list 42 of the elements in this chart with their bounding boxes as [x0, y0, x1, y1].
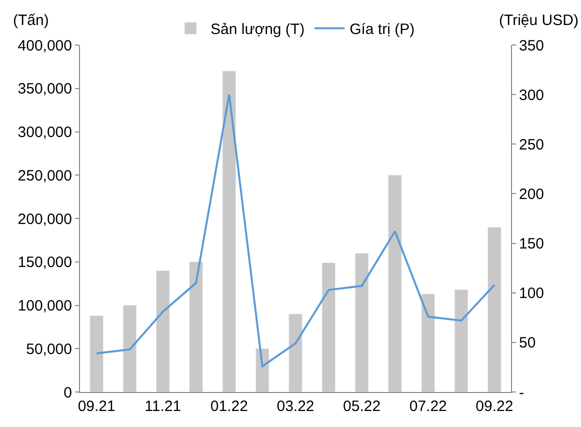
y-tick-label: 200,000 — [18, 210, 72, 228]
x-tick-label: 07.22 — [409, 398, 447, 415]
bar — [156, 270, 170, 392]
x-tick-label: 05.22 — [343, 398, 381, 415]
y2-tick-label: 300 — [519, 86, 544, 104]
y-tick-label: 300,000 — [18, 124, 72, 141]
y-tick-label: 250,000 — [18, 167, 72, 184]
bar — [288, 314, 302, 392]
y2-tick-label: 250 — [519, 136, 544, 154]
bar — [122, 305, 137, 392]
line-series — [96, 94, 496, 368]
bar — [222, 70, 236, 392]
bar — [255, 348, 270, 392]
y2-tick-label: - — [519, 384, 524, 402]
x-tick-label: 09.21 — [78, 398, 116, 415]
y2-axis-title: (Triệu USD) — [499, 12, 578, 29]
y2-tick-label: 100 — [519, 285, 544, 302]
bar — [388, 174, 402, 392]
y2-tick-label: 150 — [519, 236, 544, 253]
y-tick-label: 0 — [64, 384, 72, 402]
y-tick-label: 50,000 — [26, 340, 72, 358]
bar — [421, 294, 435, 392]
bar — [488, 226, 502, 392]
y-tick-label: 350,000 — [18, 80, 72, 98]
bar — [189, 262, 203, 392]
y-tick-label: 100,000 — [18, 298, 72, 314]
y2-tick-label: 350 — [519, 37, 544, 54]
y2-tick-label: 200 — [519, 186, 544, 203]
legend-label: Gía trị (P) — [350, 21, 415, 38]
x-tick-label: 03.22 — [276, 398, 314, 415]
bar — [454, 289, 468, 392]
y-tick-label: 400,000 — [18, 37, 72, 54]
legend-label: Sản lượng (T) — [210, 21, 305, 38]
bar — [354, 252, 369, 392]
x-tick-label: 11.21 — [144, 398, 182, 415]
bar — [322, 262, 336, 392]
x-tick-label: 01.22 — [210, 398, 248, 415]
x-tick-label: 09.22 — [476, 398, 514, 415]
y-axis-title: (Tấn) — [13, 12, 49, 29]
y-tick-label: 150,000 — [18, 254, 72, 272]
bar — [90, 315, 104, 392]
y2-tick-label: 50 — [519, 334, 536, 352]
